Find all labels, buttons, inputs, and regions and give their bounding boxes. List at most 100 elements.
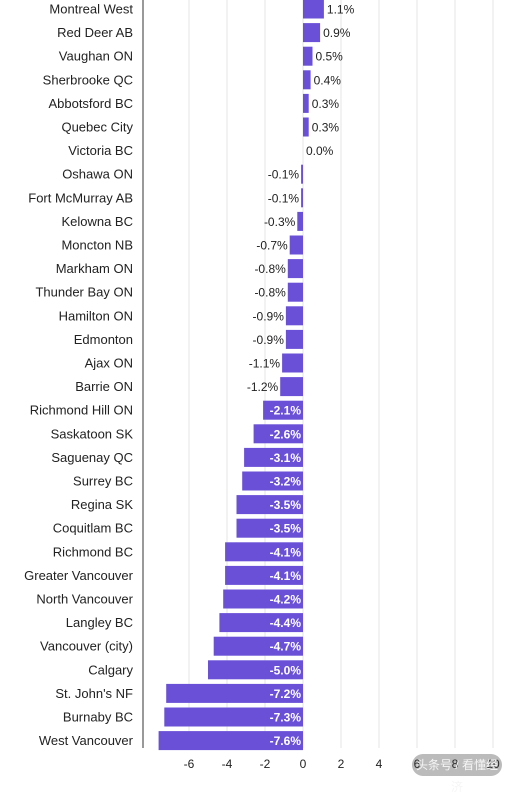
bar [285, 306, 303, 326]
category-label: Montreal West [49, 2, 133, 17]
x-tick-label: 6 [414, 757, 421, 771]
bar [242, 471, 303, 491]
value-label: -3.5% [270, 522, 302, 536]
category-label: Barrie ON [75, 379, 133, 394]
category-label: Richmond Hill ON [30, 403, 133, 418]
value-label: -7.2% [270, 687, 302, 701]
category-label: Markham ON [56, 261, 133, 276]
value-label: 0.3% [312, 97, 340, 111]
value-label: -4.1% [270, 569, 302, 583]
value-labels: 1.1% 0.9% 0.5% 0.4% 0.3% 0.3% 0.0% -0.1% -0.1% -0… [247, 3, 355, 749]
value-label: -0.3% [264, 215, 296, 229]
bar [287, 282, 303, 302]
category-label: Red Deer AB [57, 25, 133, 40]
value-label: 0.0% [306, 144, 334, 158]
x-tick-label: 2 [338, 757, 345, 771]
bar [303, 70, 311, 90]
value-label: 0.5% [316, 50, 344, 64]
value-label: -0.9% [253, 333, 285, 347]
category-label: Thunder Bay ON [35, 285, 133, 300]
value-label: -2.6% [270, 427, 302, 441]
value-label: 0.3% [312, 121, 340, 135]
watermark-badge: 头条号 / 看懂经济 [412, 754, 502, 794]
bar [208, 660, 303, 680]
category-label: Victoria BC [68, 143, 133, 158]
bar [263, 400, 303, 420]
value-label: 1.1% [327, 3, 355, 17]
value-label: -4.1% [270, 545, 302, 559]
category-label: Fort McMurray AB [28, 190, 133, 205]
category-label: West Vancouver [39, 733, 134, 748]
x-tick-label: 0 [300, 757, 307, 771]
category-label: Saguenay QC [51, 450, 133, 465]
bar [287, 259, 303, 279]
bar [303, 117, 309, 137]
category-label: Vaughan ON [59, 49, 133, 64]
category-label: Quebec City [61, 120, 133, 135]
value-label: 0.9% [323, 26, 351, 40]
bar [285, 329, 303, 349]
x-tick-label: 10 [486, 757, 500, 771]
value-label: -1.2% [247, 380, 279, 394]
value-label: -0.1% [268, 168, 300, 182]
value-label: -7.6% [270, 734, 302, 748]
value-label: -0.7% [256, 239, 288, 253]
bar [289, 235, 303, 255]
bar [225, 542, 303, 562]
x-tick-label: -2 [260, 757, 271, 771]
category-label: Saskatoon SK [51, 426, 134, 441]
value-label: -3.2% [270, 475, 302, 489]
grid-lines [188, 0, 494, 748]
category-label: Richmond BC [53, 544, 133, 559]
x-axis-ticks: -6 -4 -2 0 2 4 6 8 10 [184, 757, 500, 771]
bar [223, 589, 303, 609]
value-label: -3.1% [270, 451, 302, 465]
bar [236, 518, 303, 538]
category-label: St. John's NF [55, 686, 133, 701]
category-label: Oshawa ON [62, 167, 133, 182]
value-label: -2.1% [270, 404, 302, 418]
bar [301, 188, 303, 208]
category-label: North Vancouver [36, 592, 133, 607]
bar [225, 565, 303, 585]
category-label: Sherbrooke QC [43, 72, 133, 87]
value-label: -1.1% [249, 357, 281, 371]
value-label: 0.4% [314, 73, 342, 87]
bar [219, 613, 303, 633]
x-tick-label: -6 [184, 757, 195, 771]
value-label: -4.2% [270, 593, 302, 607]
bar [158, 731, 303, 751]
value-label: -4.4% [270, 616, 302, 630]
bar [236, 495, 303, 515]
value-label: -3.5% [270, 498, 302, 512]
category-label: Hamilton ON [59, 308, 133, 323]
value-label: -0.1% [268, 191, 300, 205]
bar [164, 707, 303, 727]
category-label: Burnaby BC [63, 710, 133, 725]
bar [280, 377, 303, 397]
x-tick-label: -4 [222, 757, 233, 771]
bar [303, 0, 324, 19]
bar [166, 683, 303, 703]
category-label: Vancouver (city) [40, 639, 133, 654]
category-label: Greater Vancouver [24, 568, 134, 583]
value-label: -4.7% [270, 640, 302, 654]
category-label: Langley BC [66, 615, 133, 630]
category-label: Regina SK [71, 497, 133, 512]
bar [213, 636, 303, 656]
category-label: Ajax ON [85, 356, 133, 371]
category-label: Moncton NB [61, 238, 133, 253]
x-tick-label: 8 [452, 757, 459, 771]
value-label: -0.8% [254, 262, 286, 276]
category-labels: Montreal West Red Deer AB Vaughan ON Sherbr… [24, 2, 134, 749]
category-label: Surrey BC [73, 474, 133, 489]
category-label: Kelowna BC [61, 214, 133, 229]
bar [303, 93, 309, 113]
value-label: -0.9% [253, 309, 285, 323]
bar [297, 211, 303, 231]
bar [303, 46, 313, 66]
category-label: Calgary [88, 662, 133, 677]
value-label: -7.3% [270, 711, 302, 725]
category-label: Coquitlam BC [53, 521, 133, 536]
bars [158, 0, 324, 751]
